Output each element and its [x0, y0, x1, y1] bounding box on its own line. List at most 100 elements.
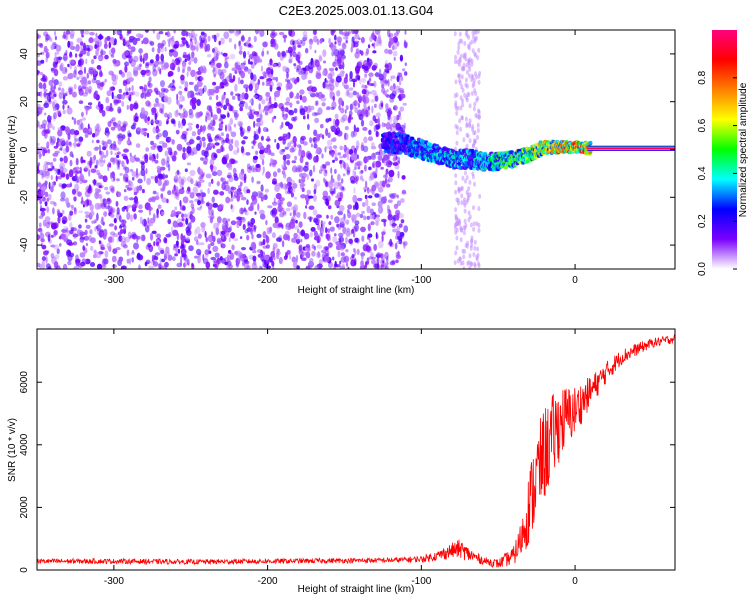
noise-blob — [67, 40, 71, 48]
noise-blob — [292, 209, 296, 217]
noise-blob — [373, 42, 376, 49]
noise-blob — [80, 156, 84, 164]
noise-blob — [79, 231, 85, 237]
noise-blob — [392, 156, 397, 162]
noise-blob — [114, 74, 119, 81]
noise-blob — [44, 201, 48, 207]
noise-blob — [52, 89, 56, 94]
noise-blob — [353, 187, 356, 194]
noise-blob — [307, 264, 313, 269]
noise-blob — [125, 154, 128, 162]
noise-blob — [250, 109, 256, 114]
noise-blob — [395, 122, 402, 131]
noise-blob — [191, 131, 197, 137]
noise-blob — [462, 53, 466, 58]
noise-blob — [246, 211, 249, 216]
noise-blob — [209, 96, 212, 101]
noise-blob — [76, 188, 79, 196]
noise-blob — [144, 156, 149, 164]
noise-blob — [388, 33, 394, 38]
noise-blob — [305, 205, 308, 209]
noise-blob — [470, 238, 474, 244]
noise-blob — [324, 197, 329, 205]
noise-blob — [185, 30, 188, 37]
noise-blob — [477, 115, 481, 121]
noise-blob — [120, 236, 127, 243]
noise-blob — [354, 170, 357, 177]
noise-blob — [116, 237, 120, 243]
noise-blob — [173, 150, 178, 156]
noise-blob — [304, 247, 308, 253]
noise-blob — [293, 232, 298, 239]
noise-blob — [344, 147, 350, 155]
noise-blob — [200, 31, 205, 36]
noise-blob — [83, 235, 90, 241]
noise-blob — [238, 122, 243, 128]
noise-blob — [221, 223, 228, 231]
noise-blob — [463, 248, 467, 254]
noise-blob — [477, 108, 480, 114]
noise-blob — [147, 206, 153, 211]
noise-blob — [133, 55, 139, 63]
noise-blob — [474, 71, 477, 77]
noise-blob — [309, 216, 312, 223]
noise-blob — [461, 102, 465, 108]
noise-blob — [332, 159, 335, 163]
noise-blob — [127, 30, 132, 34]
noise-blob — [212, 202, 218, 208]
noise-blob — [43, 88, 48, 93]
noise-blob — [285, 207, 291, 212]
noise-blob — [296, 64, 302, 71]
noise-blob — [82, 127, 89, 134]
noise-blob — [301, 39, 306, 47]
noise-blob — [247, 125, 251, 132]
colorbar — [712, 30, 737, 269]
noise-blob — [93, 37, 99, 43]
noise-blob — [71, 206, 74, 211]
noise-blob — [221, 78, 228, 86]
noise-blob — [219, 191, 225, 196]
noise-blob — [221, 234, 225, 239]
noise-blob — [189, 38, 193, 42]
noise-blob — [199, 41, 203, 50]
noise-blob — [60, 191, 66, 200]
noise-blob — [389, 238, 393, 247]
noise-blob — [130, 59, 136, 68]
noise-blob — [294, 196, 297, 200]
noise-blob — [399, 54, 403, 62]
noise-blob — [187, 187, 191, 192]
noise-blob — [285, 153, 291, 160]
noise-blob — [131, 85, 134, 92]
noise-blob — [151, 254, 155, 262]
noise-blob — [288, 55, 293, 62]
noise-blob — [465, 83, 469, 89]
noise-blob — [119, 228, 124, 234]
noise-blob — [314, 100, 318, 107]
noise-blob — [212, 69, 218, 76]
noise-blob — [107, 236, 113, 243]
noise-blob — [367, 44, 371, 49]
noise-blob — [268, 96, 272, 104]
y-tick-label: 0 — [19, 567, 30, 573]
noise-blob — [464, 178, 467, 184]
noise-blob — [99, 103, 104, 111]
noise-blob — [272, 63, 277, 68]
noise-blob — [51, 95, 55, 100]
noise-blob — [122, 121, 128, 127]
noise-blob — [177, 99, 180, 106]
noise-blob — [365, 198, 369, 207]
noise-blob — [322, 163, 325, 169]
noise-blob — [136, 127, 142, 132]
noise-blob — [315, 179, 321, 187]
noise-blob — [175, 195, 180, 201]
noise-blob — [42, 197, 45, 202]
noise-blob — [63, 226, 69, 230]
noise-blob — [468, 265, 472, 269]
noise-blob — [95, 182, 101, 187]
noise-blob — [345, 231, 351, 237]
noise-blob — [360, 144, 365, 151]
noise-blob — [215, 101, 222, 107]
noise-blob — [318, 259, 323, 265]
noise-blob — [260, 65, 264, 72]
